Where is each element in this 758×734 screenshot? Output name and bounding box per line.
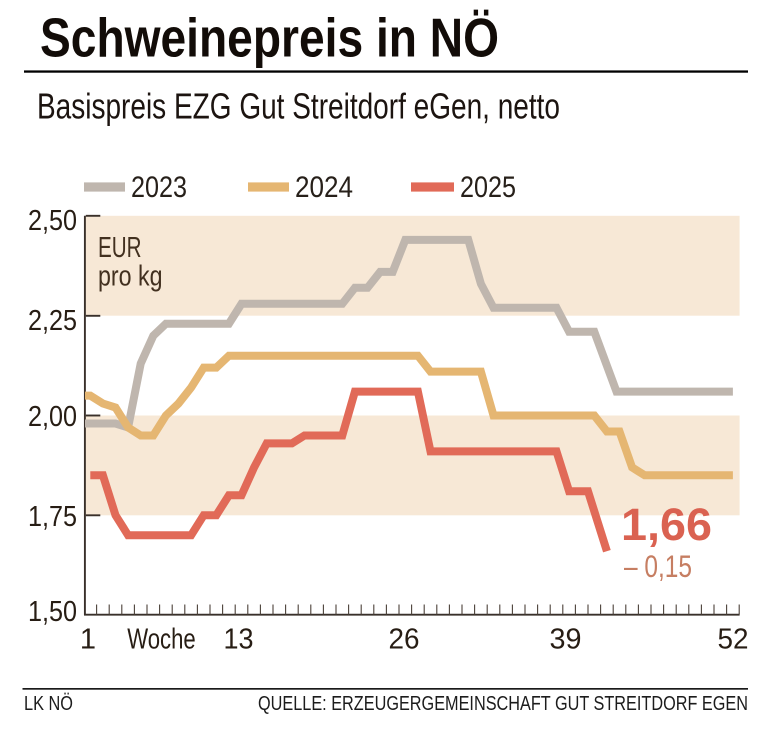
svg-text:– 0,15: – 0,15: [624, 548, 692, 584]
svg-text:pro kg: pro kg: [98, 261, 163, 293]
svg-text:13: 13: [224, 624, 254, 656]
svg-text:Basispreis EZG Gut Streitdorf: Basispreis EZG Gut Streitdorf eGen, nett…: [37, 86, 560, 127]
svg-text:39: 39: [550, 624, 582, 656]
svg-text:LK NÖ: LK NÖ: [24, 693, 73, 715]
svg-text:52: 52: [718, 624, 749, 656]
svg-text:2023: 2023: [131, 171, 187, 204]
svg-text:EUR: EUR: [98, 232, 142, 264]
svg-text:2,25: 2,25: [28, 305, 77, 337]
svg-text:1: 1: [80, 624, 96, 656]
svg-text:1,50: 1,50: [28, 596, 77, 628]
svg-text:Schweinepreis in NÖ: Schweinepreis in NÖ: [40, 7, 499, 69]
svg-text:QUELLE: ERZEUGERGEMEINSCHAFT G: QUELLE: ERZEUGERGEMEINSCHAFT GUT STREITD…: [258, 693, 748, 715]
svg-text:26: 26: [389, 624, 420, 656]
svg-text:1,66: 1,66: [621, 499, 712, 550]
svg-text:2,00: 2,00: [28, 401, 77, 433]
svg-text:2,50: 2,50: [28, 205, 77, 237]
svg-text:1,75: 1,75: [28, 501, 77, 533]
svg-text:Woche: Woche: [127, 624, 196, 656]
svg-text:2025: 2025: [460, 171, 516, 204]
svg-text:2024: 2024: [295, 171, 353, 204]
